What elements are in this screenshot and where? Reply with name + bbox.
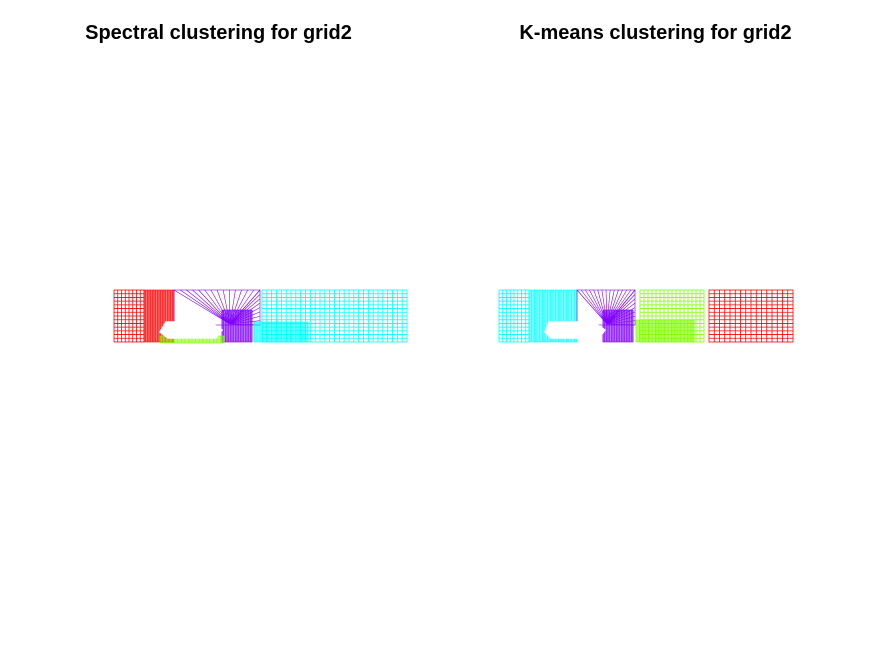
spectral-hole <box>159 321 224 339</box>
spectral-panel: Spectral clustering for grid2 <box>0 0 437 656</box>
spectral-mesh-plot <box>113 289 408 344</box>
kmeans-cluster-red-grid <box>708 289 794 343</box>
kmeans-cluster-middle-dense <box>602 309 634 343</box>
kmeans-hole <box>544 321 607 339</box>
spectral-title: Spectral clustering for grid2 <box>85 22 352 44</box>
spectral-cluster-left-dense <box>143 289 175 343</box>
kmeans-panel: K-means clustering for grid2 <box>437 0 874 656</box>
kmeans-mesh-plot <box>498 289 794 343</box>
kmeans-title: K-means clustering for grid2 <box>519 22 792 44</box>
spectral-cluster-left-grid <box>113 289 145 343</box>
spectral-cluster-middle-dense <box>221 309 253 343</box>
spectral-cluster-right-dense <box>253 321 309 343</box>
kmeans-cluster-green-dense <box>635 319 695 343</box>
kmeans-cluster-left-grid <box>498 289 530 343</box>
